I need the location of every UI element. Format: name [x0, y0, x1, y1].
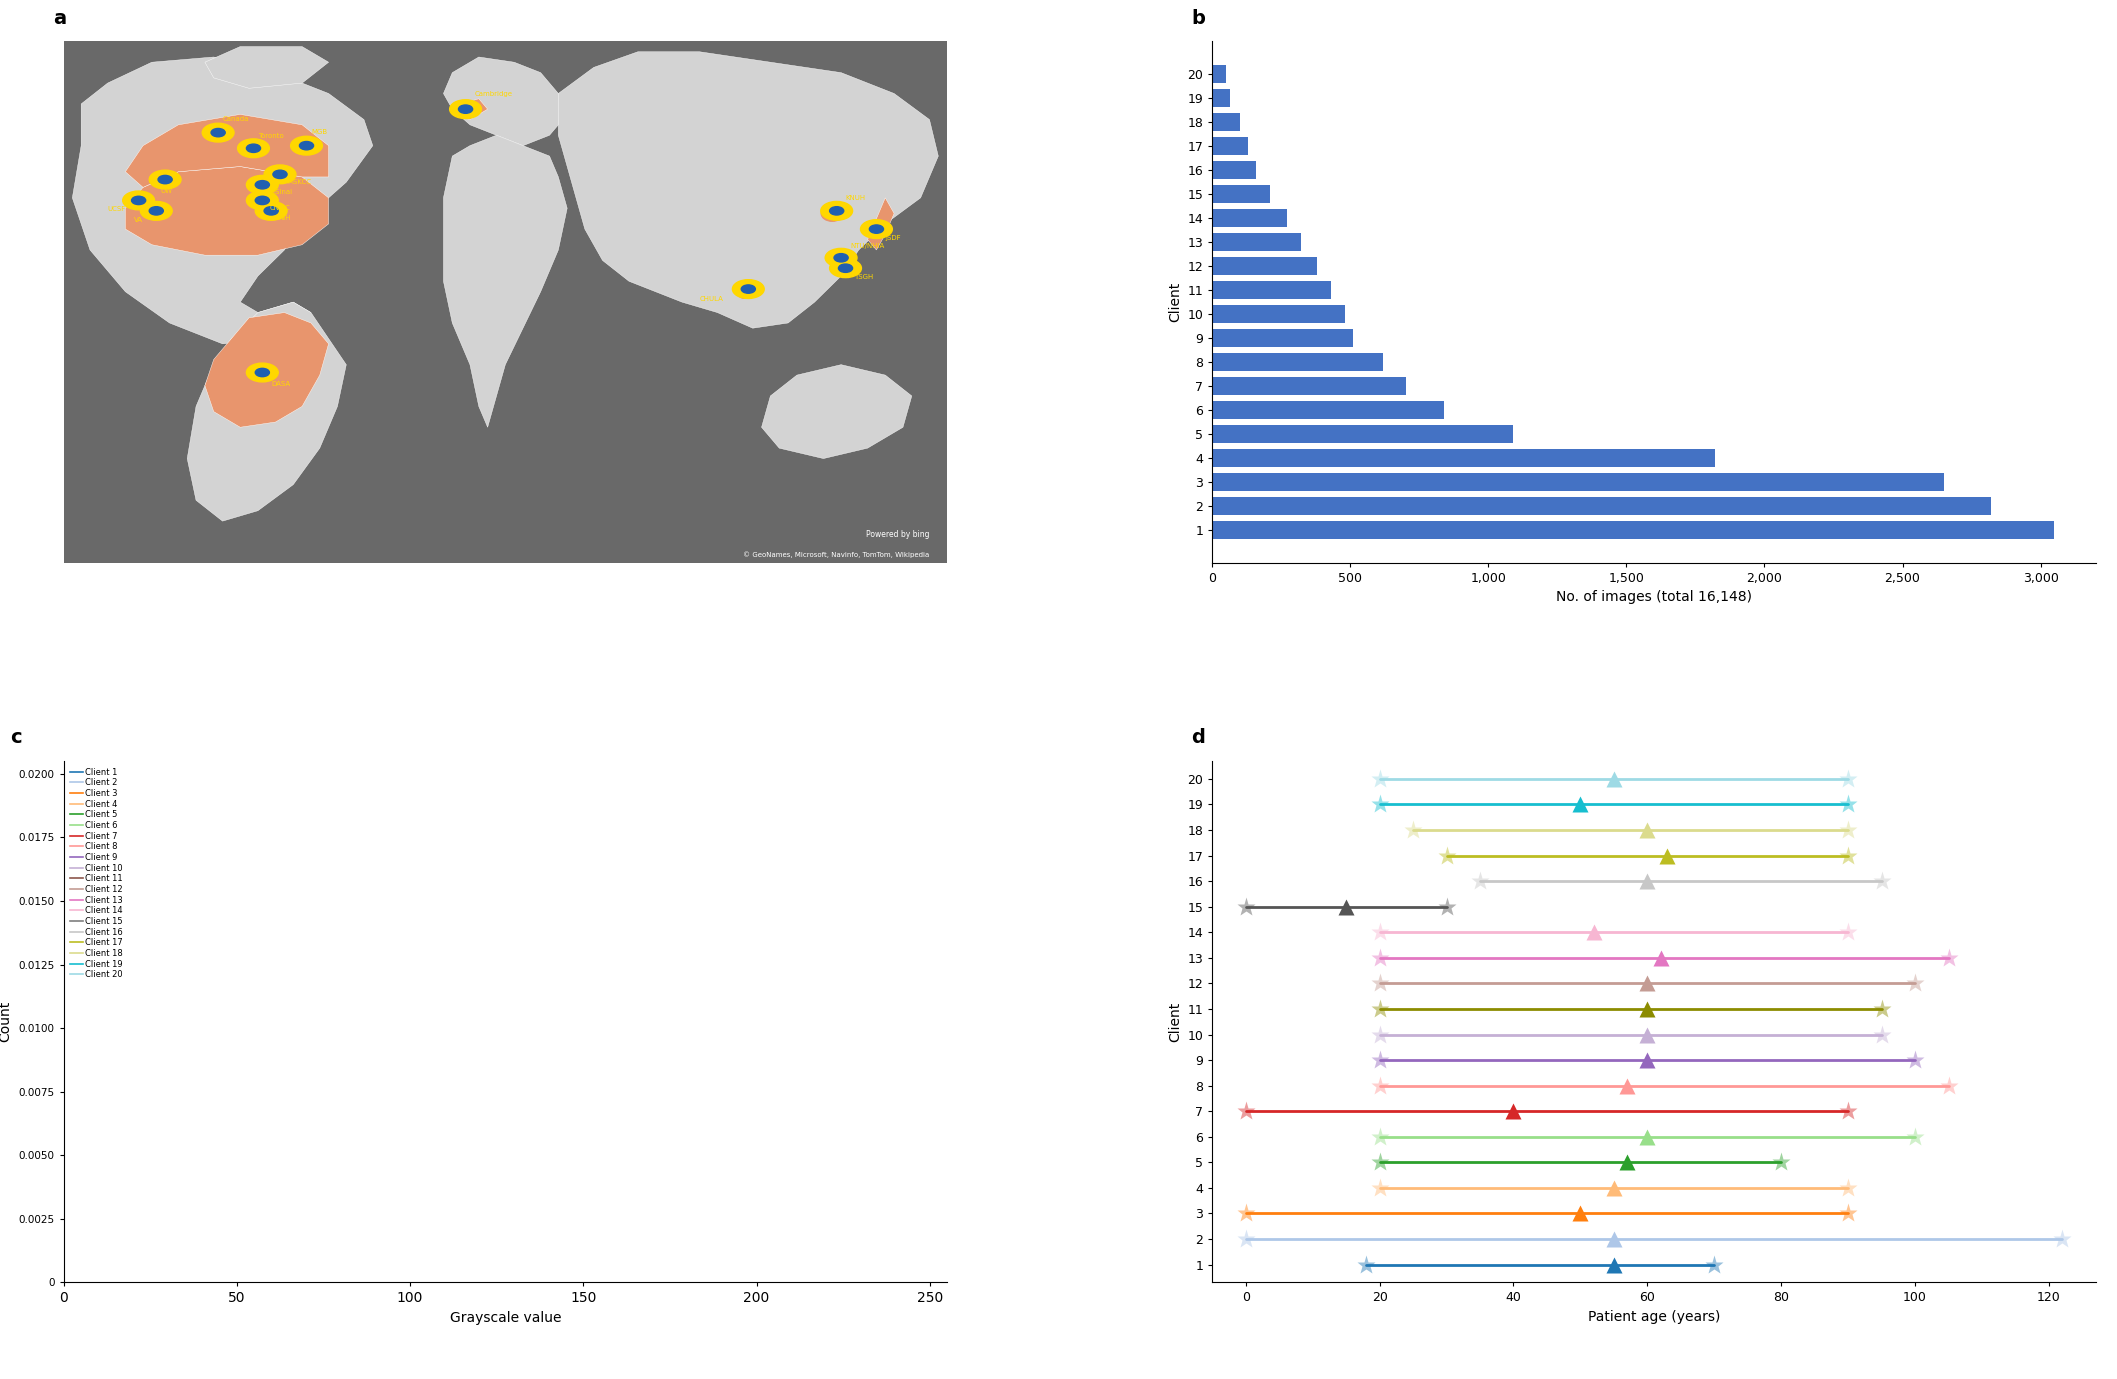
- Y-axis label: Client: Client: [1169, 281, 1181, 323]
- Text: NIH: NIH: [277, 215, 290, 221]
- Text: Cambridge: Cambridge: [474, 91, 512, 97]
- Circle shape: [246, 143, 260, 153]
- Ellipse shape: [821, 205, 843, 221]
- Text: c: c: [11, 728, 21, 747]
- X-axis label: No. of images (total 16,148): No. of images (total 16,148): [1556, 590, 1753, 604]
- Polygon shape: [762, 364, 912, 459]
- Circle shape: [256, 368, 269, 376]
- Ellipse shape: [836, 255, 847, 265]
- Circle shape: [830, 259, 862, 277]
- Bar: [1213, 450, 1715, 467]
- Bar: [1213, 401, 1444, 419]
- Polygon shape: [453, 99, 487, 120]
- Bar: [1213, 330, 1353, 348]
- Circle shape: [741, 285, 756, 294]
- Circle shape: [246, 363, 277, 382]
- Polygon shape: [125, 114, 328, 188]
- Circle shape: [449, 99, 481, 119]
- Circle shape: [826, 248, 857, 268]
- Text: Canada: Canada: [222, 116, 250, 123]
- Legend: Client 1, Client 2, Client 3, Client 4, Client 5, Client 6, Client 7, Client 8, : Client 1, Client 2, Client 3, Client 4, …: [68, 765, 125, 982]
- Text: UCSF: UCSF: [108, 205, 125, 212]
- Bar: [1213, 498, 1990, 516]
- Bar: [1213, 90, 1230, 108]
- Circle shape: [459, 105, 472, 113]
- Circle shape: [256, 196, 269, 204]
- Circle shape: [237, 139, 269, 157]
- Polygon shape: [72, 57, 373, 343]
- Circle shape: [203, 123, 235, 142]
- Text: MGB: MGB: [311, 130, 326, 135]
- Circle shape: [732, 280, 764, 298]
- Circle shape: [821, 201, 853, 221]
- Polygon shape: [559, 52, 938, 328]
- Circle shape: [838, 263, 853, 273]
- Text: Powered by bing: Powered by bing: [866, 531, 929, 539]
- Polygon shape: [442, 135, 567, 427]
- Text: MSKCC: MSKCC: [288, 179, 311, 185]
- Circle shape: [265, 165, 296, 183]
- Polygon shape: [186, 302, 347, 521]
- Bar: [1213, 376, 1406, 396]
- Bar: [1213, 185, 1270, 203]
- Text: CHULA: CHULA: [701, 295, 724, 302]
- Bar: [1213, 137, 1249, 154]
- Polygon shape: [125, 167, 328, 255]
- Bar: [1213, 161, 1255, 179]
- Circle shape: [870, 225, 883, 233]
- Text: © GeoNames, Microsoft, Navinfo, TomTom, Wikipedia: © GeoNames, Microsoft, Navinfo, TomTom, …: [743, 552, 929, 557]
- Bar: [1213, 305, 1344, 323]
- Circle shape: [290, 137, 322, 154]
- Text: MSinai: MSinai: [269, 189, 292, 196]
- Circle shape: [265, 207, 277, 215]
- Text: DASA: DASA: [271, 381, 290, 386]
- Circle shape: [834, 254, 849, 262]
- Ellipse shape: [737, 285, 752, 298]
- Text: d: d: [1192, 728, 1205, 747]
- Circle shape: [273, 170, 288, 178]
- Text: JSDF: JSDF: [885, 234, 902, 240]
- Circle shape: [159, 175, 171, 183]
- Bar: [1213, 353, 1382, 371]
- Text: TSGH: TSGH: [855, 273, 874, 280]
- X-axis label: Patient age (years): Patient age (years): [1588, 1310, 1721, 1324]
- Bar: [1213, 113, 1241, 131]
- Text: a: a: [53, 8, 66, 28]
- Circle shape: [256, 181, 269, 189]
- Polygon shape: [205, 313, 328, 427]
- Bar: [1213, 425, 1514, 443]
- Text: b: b: [1192, 8, 1205, 28]
- Bar: [1213, 256, 1317, 274]
- Circle shape: [246, 175, 277, 194]
- Polygon shape: [868, 197, 893, 250]
- Circle shape: [131, 196, 146, 204]
- Bar: [1213, 473, 1943, 491]
- Polygon shape: [205, 47, 328, 88]
- Circle shape: [860, 219, 893, 239]
- Circle shape: [830, 207, 845, 215]
- Text: KNUH: KNUH: [845, 196, 866, 201]
- Circle shape: [212, 128, 224, 137]
- Text: VA: VA: [133, 218, 144, 223]
- Bar: [1213, 210, 1287, 228]
- Y-axis label: Count: Count: [0, 1001, 13, 1043]
- X-axis label: Grayscale value: Grayscale value: [449, 1311, 561, 1325]
- Bar: [1213, 521, 2053, 539]
- Text: NTU/NHIA: NTU/NHIA: [849, 244, 885, 250]
- Circle shape: [256, 201, 288, 221]
- Text: UW: UW: [161, 188, 174, 193]
- Bar: [1213, 65, 1226, 83]
- Text: Toronto: Toronto: [258, 132, 284, 139]
- Circle shape: [298, 142, 313, 150]
- Bar: [1213, 281, 1332, 299]
- Text: CNMC: CNMC: [269, 205, 290, 211]
- Polygon shape: [442, 57, 567, 146]
- Y-axis label: Client: Client: [1169, 1001, 1181, 1043]
- Circle shape: [140, 201, 171, 221]
- Circle shape: [148, 207, 163, 215]
- Circle shape: [148, 170, 182, 189]
- Circle shape: [123, 192, 155, 210]
- Bar: [1213, 233, 1300, 251]
- Circle shape: [246, 192, 277, 210]
